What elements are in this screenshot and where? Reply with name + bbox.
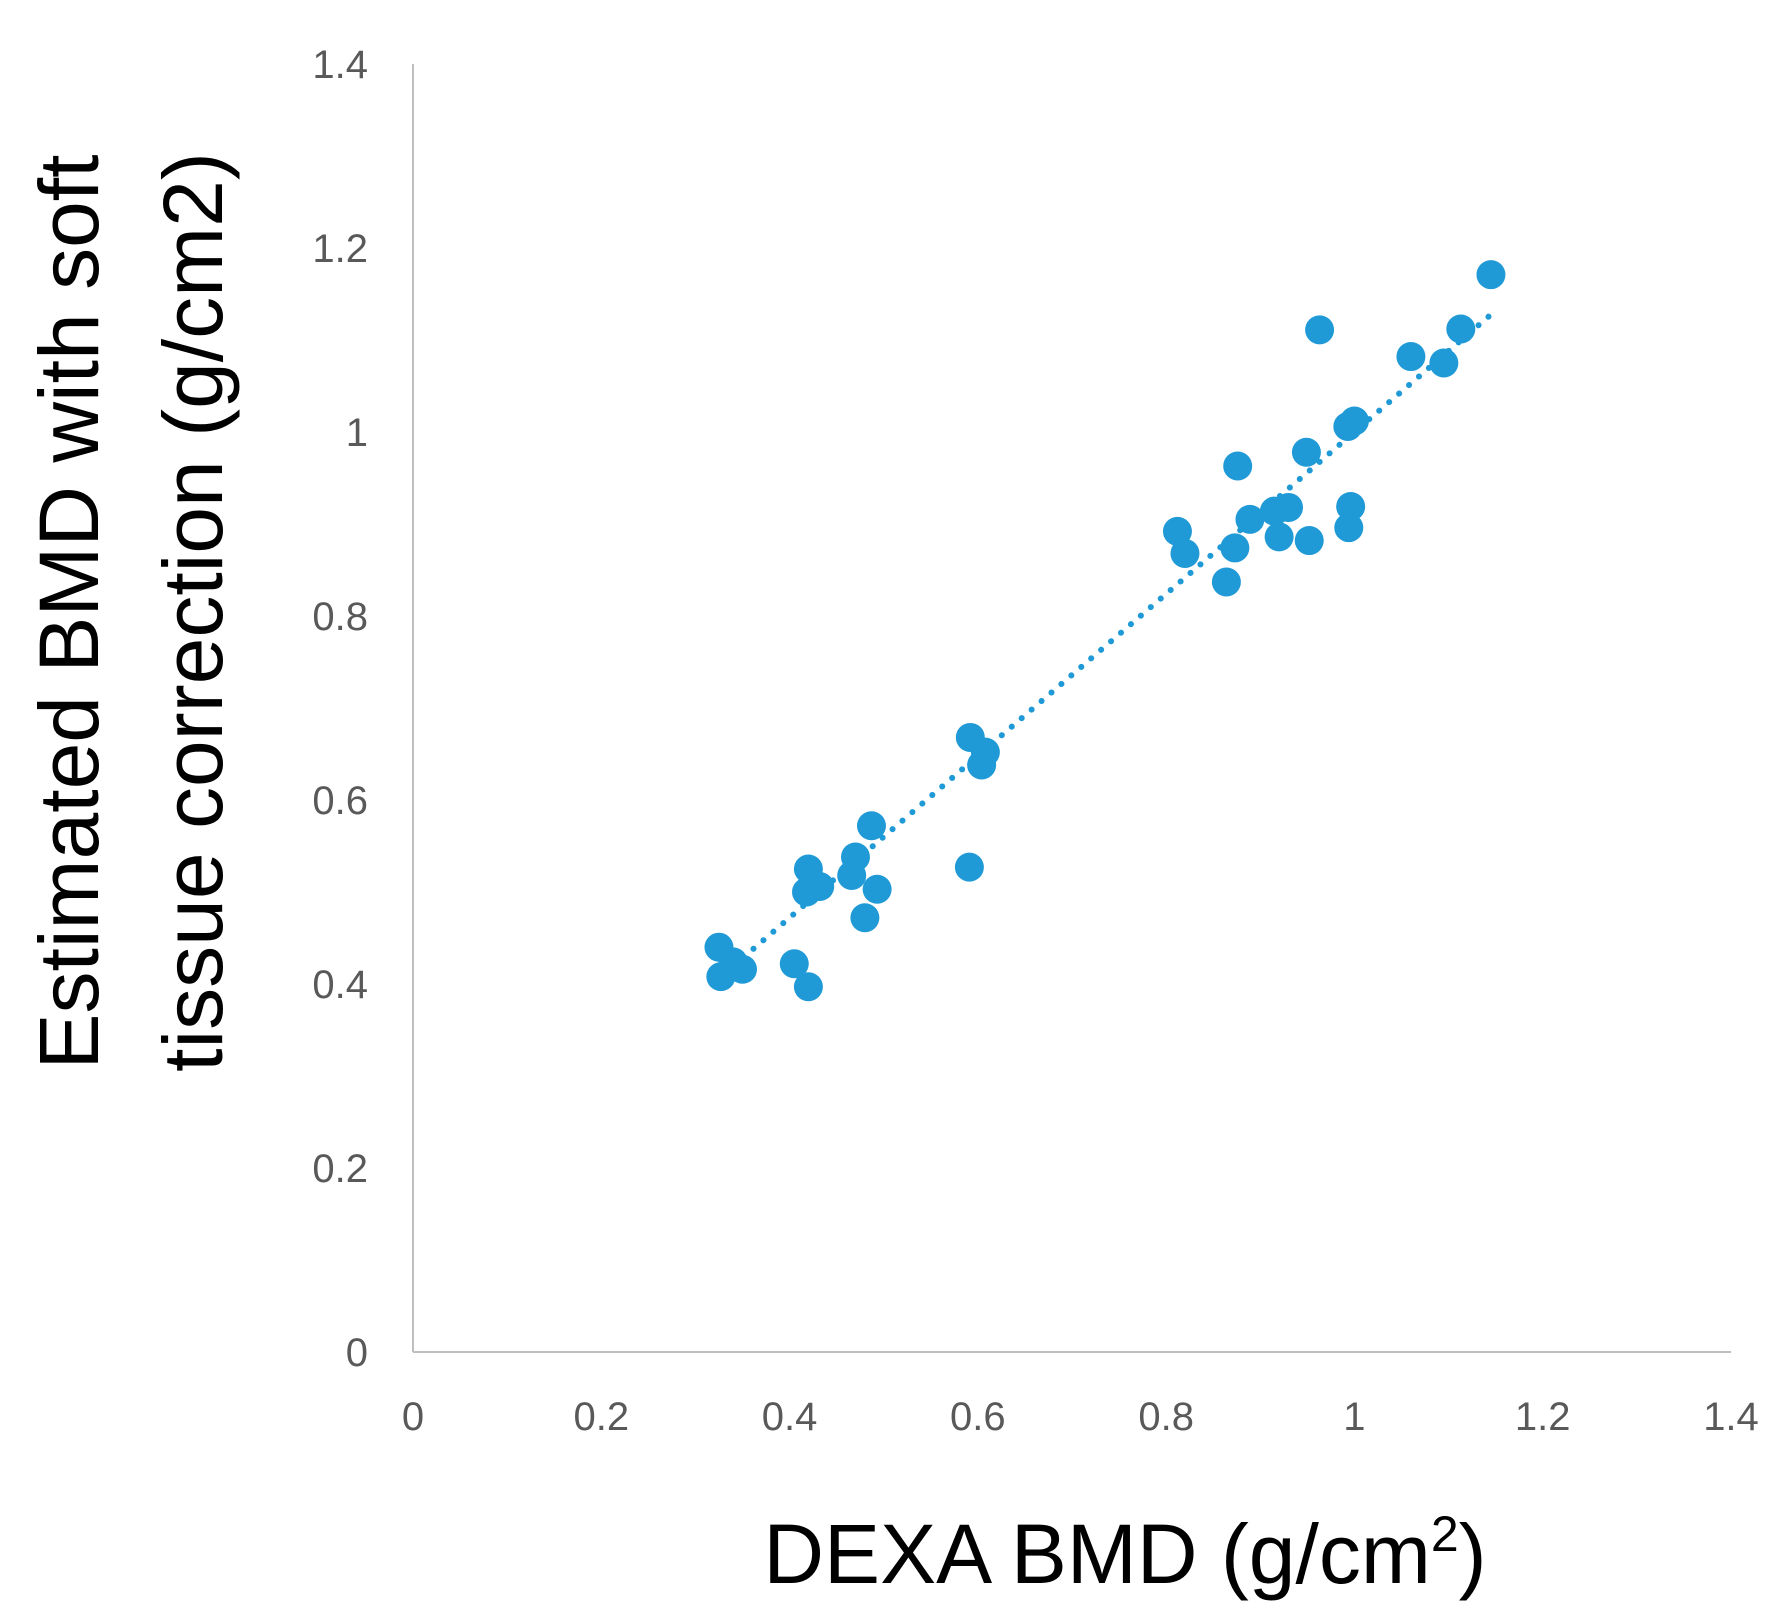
- y-tick-labels: 0 0.2 0.4 0.6 0.8 1 1.2 1.4: [312, 43, 368, 1375]
- y-tick-label: 0.6: [312, 779, 368, 823]
- data-point: [1339, 406, 1369, 436]
- x-axis-title-superscript: 2: [1431, 1506, 1459, 1562]
- data-point: [1429, 348, 1459, 378]
- data-point: [1211, 567, 1241, 597]
- x-tick-label: 0: [402, 1395, 424, 1439]
- y-tick-label: 1: [346, 411, 368, 455]
- data-point: [1264, 522, 1294, 552]
- data-point: [793, 972, 823, 1002]
- x-tick-label: 0.6: [950, 1395, 1006, 1439]
- data-point: [1223, 451, 1253, 481]
- x-tick-label: 0.4: [762, 1395, 818, 1439]
- data-point: [1334, 513, 1364, 543]
- data-point: [728, 954, 757, 984]
- data-point: [805, 871, 835, 901]
- y-tick-label: 0.4: [312, 963, 368, 1007]
- data-point: [856, 811, 886, 841]
- data-point: [1291, 437, 1321, 467]
- y-tick-label: 1.4: [312, 43, 368, 87]
- y-tick-label: 0: [346, 1331, 368, 1375]
- data-point: [840, 842, 870, 872]
- x-axis-title-close: ): [1459, 1507, 1487, 1601]
- data-point: [862, 874, 892, 904]
- y-tick-label: 0.8: [312, 595, 368, 639]
- data-point: [1235, 504, 1265, 534]
- data-point: [1294, 526, 1324, 556]
- data-point: [1170, 538, 1200, 568]
- x-tick-label: 1.4: [1703, 1395, 1759, 1439]
- y-tick-label: 1.2: [312, 227, 368, 271]
- data-point: [1396, 342, 1426, 372]
- x-axis-title-main: DEXA BMD (g/cm: [763, 1507, 1430, 1601]
- data-point: [1336, 492, 1366, 522]
- y-tick-label: 0.2: [312, 1147, 368, 1191]
- data-points: [704, 260, 1506, 1002]
- data-point: [970, 737, 1000, 767]
- y-axis-title-line2: tissue correction (g/cm2): [146, 152, 240, 1072]
- x-tick-label: 1.2: [1515, 1395, 1571, 1439]
- y-axis-title-line1: Estimated BMD with soft: [22, 155, 116, 1070]
- x-axis-title: DEXA BMD (g/cm2): [763, 1506, 1486, 1601]
- data-point: [1162, 516, 1192, 546]
- x-tick-label: 0.8: [1138, 1395, 1194, 1439]
- x-tick-labels: 0 0.2 0.4 0.6 0.8 1 1.2 1.4: [402, 1395, 1759, 1439]
- data-point: [954, 852, 984, 882]
- data-point: [779, 949, 809, 979]
- data-point: [1446, 314, 1476, 344]
- data-point: [1274, 492, 1304, 522]
- x-tick-label: 0.2: [573, 1395, 629, 1439]
- data-point: [1476, 260, 1506, 290]
- data-point: [1220, 533, 1250, 563]
- data-point: [1305, 315, 1335, 345]
- x-tick-label: 1: [1343, 1395, 1365, 1439]
- data-point: [850, 903, 880, 933]
